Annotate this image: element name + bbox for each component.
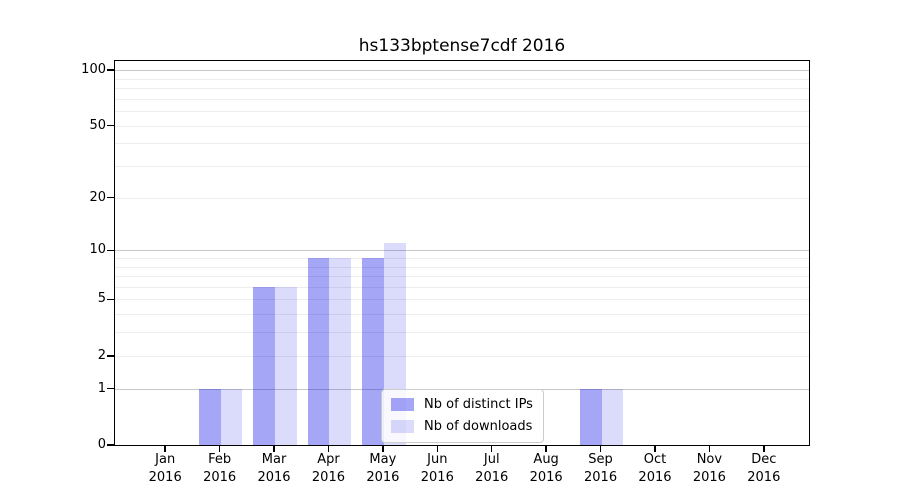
y-tick-mark [107,444,114,446]
bar-distinct-ips [198,388,221,445]
x-tick-mark [273,446,275,452]
x-tick-mark [654,446,656,452]
bar-distinct-ips [362,258,384,445]
x-tick-mark [164,446,166,452]
y-tick-label: 2 [97,347,106,363]
x-tick-label: Jun 2016 [420,452,454,485]
gridline-minor [115,78,809,80]
bar-distinct-ips [253,287,276,445]
gridline-minor [115,143,809,145]
legend-row: Nb of distinct IPs [391,397,533,412]
x-tick-label: Oct 2016 [638,452,672,485]
y-tick-mark [107,124,114,127]
x-tick-label: Apr 2016 [311,452,345,485]
x-tick-mark [763,446,765,452]
x-tick-label: Jul 2016 [475,452,509,485]
bar-downloads [220,388,243,445]
gridline-minor [115,266,809,268]
gridline-minor [115,314,809,316]
x-tick-mark [490,446,493,452]
gridline-minor [115,332,809,334]
gridline-minor [115,286,809,288]
gridline-minor [115,197,809,199]
legend-row: Nb of downloads [391,419,533,434]
plot-area [114,60,810,446]
gridline-minor [115,258,809,259]
x-tick-label: Feb 2016 [203,452,237,485]
y-tick-mark [107,196,114,199]
x-tick-mark [436,446,439,452]
x-tick-mark [382,446,384,452]
x-tick-label: Dec 2016 [747,452,781,485]
x-tick-label: Sep 2016 [584,452,618,485]
x-tick-mark [708,446,711,452]
gridline-minor [115,276,809,278]
bar-distinct-ips [579,388,602,445]
y-tick-mark [107,298,114,301]
x-tick-mark [545,446,547,452]
y-tick-mark [107,355,114,357]
gridline-major [115,250,809,252]
x-tick-mark [599,446,602,452]
x-tick-label: Aug 2016 [529,452,563,485]
bar-distinct-ips [307,258,330,445]
legend-label: Nb of downloads [424,419,533,434]
y-tick-label: 100 [81,62,106,78]
legend-label: Nb of distinct IPs [424,397,533,412]
x-tick-label: Nov 2016 [692,452,726,485]
gridline-minor [115,98,809,100]
gridline-minor [115,88,809,90]
y-tick-label: 0 [97,437,106,452]
gridline-major [115,70,809,72]
x-tick-label: Mar 2016 [257,452,291,485]
bar-downloads [601,388,624,445]
x-tick-mark [327,446,330,452]
legend: Nb of distinct IPs Nb of downloads [381,389,544,443]
y-tick-label: 20 [89,189,106,205]
gridline-minor [115,111,809,113]
y-tick-label: 5 [97,291,106,307]
gridline-minor [115,355,809,357]
chart-title: hs133bptense7cdf 2016 [358,36,566,56]
y-tick-mark [107,69,114,71]
x-tick-label: Jan 2016 [148,452,182,485]
x-tick-mark [218,446,221,452]
legend-swatch [391,398,414,411]
bar-downloads [275,287,297,445]
x-tick-label: May 2016 [366,452,400,485]
gridline-minor [115,166,809,168]
gridline-minor [115,299,809,301]
gridline-minor [115,125,809,127]
legend-swatch [391,420,414,433]
bar-downloads [329,258,352,445]
y-tick-mark [107,387,114,390]
y-tick-label: 1 [97,380,106,396]
y-tick-label: 10 [89,242,106,258]
y-tick-label: 50 [89,117,106,133]
y-tick-mark [107,249,114,251]
